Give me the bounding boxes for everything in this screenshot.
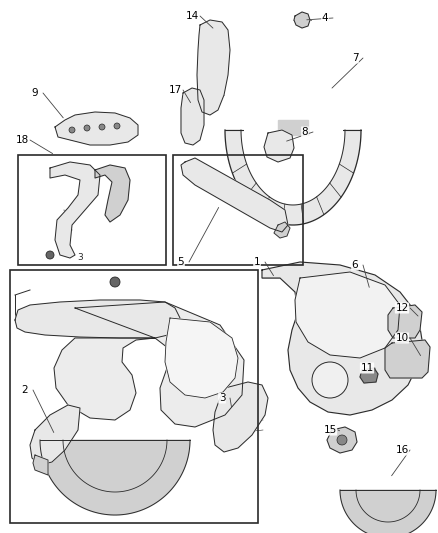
Text: 15: 15: [323, 425, 337, 435]
Text: 18: 18: [15, 135, 28, 145]
Circle shape: [84, 125, 90, 131]
Polygon shape: [55, 112, 138, 145]
Circle shape: [312, 362, 348, 398]
Text: 14: 14: [185, 11, 198, 21]
Polygon shape: [294, 12, 310, 28]
Text: 8: 8: [302, 127, 308, 137]
Polygon shape: [340, 490, 436, 533]
Text: 5: 5: [178, 257, 184, 267]
Polygon shape: [388, 305, 422, 338]
Text: 16: 16: [396, 445, 409, 455]
Text: 10: 10: [396, 333, 409, 343]
Polygon shape: [327, 427, 357, 453]
Text: 9: 9: [32, 88, 38, 98]
Polygon shape: [95, 165, 130, 222]
Bar: [10, 270, 258, 523]
Polygon shape: [181, 88, 204, 145]
Polygon shape: [262, 262, 422, 415]
Polygon shape: [30, 405, 80, 465]
Polygon shape: [197, 20, 230, 115]
Circle shape: [337, 435, 347, 445]
Polygon shape: [165, 318, 238, 398]
Text: 7: 7: [352, 53, 358, 63]
Polygon shape: [225, 130, 361, 225]
Polygon shape: [274, 222, 290, 238]
Polygon shape: [264, 130, 294, 162]
Text: 4: 4: [321, 13, 328, 23]
Text: 3: 3: [219, 393, 225, 403]
Text: 3: 3: [77, 254, 83, 262]
Polygon shape: [295, 272, 400, 358]
Circle shape: [99, 124, 105, 130]
Text: 6: 6: [352, 260, 358, 270]
Circle shape: [114, 123, 120, 129]
Text: 11: 11: [360, 363, 374, 373]
Polygon shape: [213, 382, 268, 452]
Polygon shape: [385, 340, 430, 378]
Bar: [173, 155, 303, 265]
Text: 17: 17: [168, 85, 182, 95]
Text: 1: 1: [254, 257, 260, 267]
Polygon shape: [181, 158, 288, 232]
Polygon shape: [33, 455, 48, 475]
Polygon shape: [40, 440, 190, 515]
Circle shape: [46, 251, 54, 259]
Polygon shape: [54, 302, 244, 427]
Polygon shape: [278, 120, 308, 135]
Polygon shape: [15, 300, 180, 338]
Bar: [18, 155, 166, 265]
Text: 12: 12: [396, 303, 409, 313]
Circle shape: [110, 277, 120, 287]
Polygon shape: [360, 368, 378, 383]
Circle shape: [69, 127, 75, 133]
Polygon shape: [50, 162, 100, 258]
Text: 2: 2: [22, 385, 28, 395]
